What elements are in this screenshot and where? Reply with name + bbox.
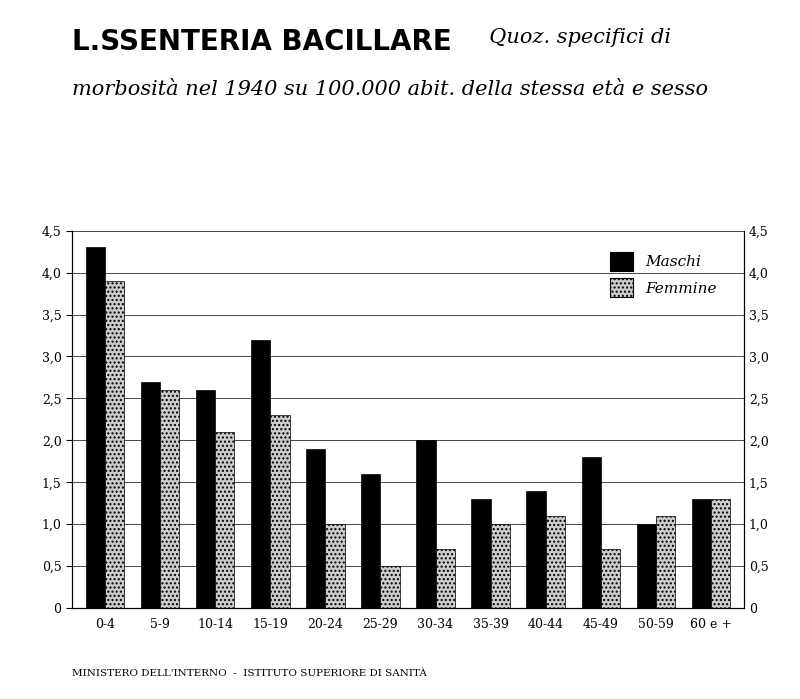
Bar bbox=[692, 499, 711, 608]
Bar bbox=[526, 491, 546, 608]
Bar bbox=[381, 566, 400, 608]
Bar bbox=[582, 457, 601, 608]
Text: MINISTERO DELL'INTERNO  -  ISTITUTO SUPERIORE DI SANITÀ: MINISTERO DELL'INTERNO - ISTITUTO SUPERI… bbox=[72, 669, 427, 678]
Bar bbox=[326, 524, 345, 608]
Legend: Maschi, Femmine: Maschi, Femmine bbox=[604, 246, 723, 303]
Bar bbox=[546, 516, 565, 608]
Bar bbox=[711, 499, 730, 608]
Bar bbox=[416, 440, 435, 608]
Bar bbox=[490, 524, 510, 608]
Text: Quoz. specifici di: Quoz. specifici di bbox=[476, 28, 671, 47]
Bar bbox=[86, 247, 105, 608]
Bar bbox=[656, 516, 675, 608]
Bar bbox=[251, 340, 270, 608]
Bar bbox=[215, 432, 234, 608]
Bar bbox=[105, 281, 124, 608]
Text: morbosità nel 1940 su 100.000 abit. della stessa età e sesso: morbosità nel 1940 su 100.000 abit. dell… bbox=[72, 80, 708, 99]
Bar bbox=[471, 499, 490, 608]
Bar bbox=[160, 390, 179, 608]
Bar bbox=[361, 474, 381, 608]
Bar bbox=[270, 415, 290, 608]
Bar bbox=[306, 449, 326, 608]
Bar bbox=[637, 524, 656, 608]
Bar bbox=[601, 549, 620, 608]
Bar bbox=[435, 549, 455, 608]
Bar bbox=[196, 390, 215, 608]
Text: L.SSENTERIA BACILLARE: L.SSENTERIA BACILLARE bbox=[72, 28, 452, 56]
Bar bbox=[141, 382, 160, 608]
